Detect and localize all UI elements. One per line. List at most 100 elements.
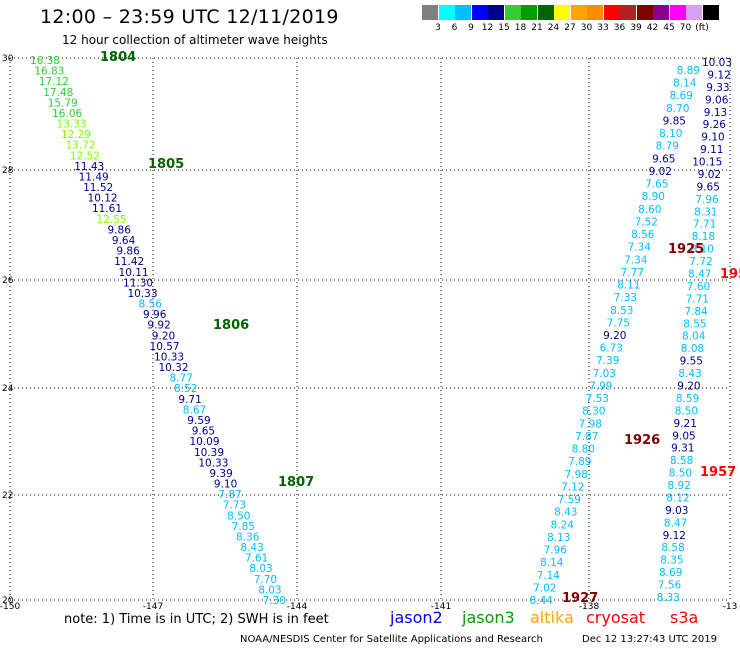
lon-tick-label: -13 — [723, 602, 738, 612]
swh-value: 8.47 — [688, 269, 711, 281]
axis-ticks: -150 -147 -144 -141 -138 -13 30 28 26 24 22 20 — [0, 54, 737, 612]
swh-value: 9.26 — [703, 119, 727, 131]
legend-swatch — [702, 5, 719, 20]
lat-tick-label: 20 — [2, 596, 14, 606]
legend-label: 36 — [613, 23, 626, 33]
swh-value: 8.33 — [657, 592, 680, 604]
pass-number: 1806 — [213, 318, 249, 333]
swh-value: 8.43 — [554, 507, 577, 519]
wave-height-labels: 16.3816.8317.1217.4815.7916.0613.3312.29… — [30, 55, 732, 607]
pass-number: 1804 — [100, 50, 136, 65]
lat-lon-grid — [9, 57, 731, 601]
swh-value: 8.04 — [682, 331, 706, 343]
swh-value: 8.50 — [669, 468, 692, 480]
swh-value: 9.96 — [143, 309, 167, 321]
swh-value: 7.87 — [575, 431, 598, 443]
swh-value: 9.65 — [697, 181, 720, 193]
swh-value: 10.03 — [702, 57, 732, 69]
swh-value: 10.32 — [158, 362, 188, 374]
swh-value: 8.35 — [660, 555, 683, 567]
swh-value: 12.29 — [61, 129, 91, 141]
swh-value: 7.87 — [218, 489, 241, 501]
swh-value: 9.12 — [707, 69, 730, 81]
swh-value: 7.71 — [686, 293, 709, 305]
swh-value: 9.55 — [680, 356, 703, 368]
swh-value: 9.20 — [603, 330, 626, 342]
satellite-name: cryosat — [586, 608, 646, 627]
swh-value: 7.30 — [263, 595, 286, 607]
lat-tick-label: 26 — [2, 276, 14, 286]
swh-value: 7.73 — [223, 500, 246, 512]
swh-value: 7.85 — [232, 521, 255, 533]
swh-value: 7.14 — [537, 570, 561, 582]
lon-tick-label: -147 — [143, 602, 163, 612]
swh-value: 7.96 — [695, 194, 719, 206]
swh-value: 7.75 — [607, 317, 630, 329]
swh-value: 7.03 — [593, 368, 616, 380]
swh-value: 7.98 — [565, 469, 588, 481]
legend-swatch — [686, 5, 702, 20]
swh-value: 7.65 — [645, 179, 668, 191]
swh-value: 9.10 — [214, 479, 237, 491]
swh-value: 7.56 — [658, 580, 682, 592]
legend-swatch — [488, 5, 504, 20]
swh-value: 17.48 — [43, 87, 73, 99]
legend-label: 39 — [630, 23, 642, 33]
swh-value: 10.33 — [198, 457, 228, 469]
swh-value: 10.39 — [194, 447, 224, 459]
swh-value: 9.21 — [674, 418, 697, 430]
swh-value: 9.20 — [677, 381, 700, 393]
lat-tick-label: 28 — [2, 166, 14, 176]
swh-value: 8.92 — [668, 480, 691, 492]
swh-value: 7.71 — [693, 219, 716, 231]
swh-value: 7.60 — [687, 281, 710, 293]
legend-swatch — [438, 5, 455, 20]
swh-value: 11.43 — [74, 161, 104, 173]
lon-tick-label: -138 — [579, 602, 600, 612]
swh-value: 8.03 — [249, 563, 272, 575]
swh-value: 8.47 — [664, 517, 687, 529]
swh-value: 9.86 — [116, 246, 140, 258]
swh-value: 9.02 — [698, 169, 721, 181]
legend-label: 3 — [435, 23, 441, 33]
generation-timestamp: Dec 12 13:27:43 UTC 2019 — [582, 634, 717, 645]
swh-value: 13.33 — [57, 119, 87, 131]
lon-tick-label: -150 — [0, 602, 20, 612]
legend-label: 9 — [468, 23, 474, 33]
swh-value: 8.36 — [236, 532, 260, 544]
legend-label: 30 — [580, 23, 593, 33]
swh-value: 7.61 — [245, 553, 268, 565]
swh-value: 9.13 — [704, 107, 727, 119]
swh-value: 8.89 — [677, 65, 700, 77]
swh-value: 8.13 — [547, 532, 570, 544]
lon-tick-label: -141 — [431, 602, 451, 612]
map-title: 12:00 – 23:59 UTC 12/11/2019 — [40, 6, 339, 28]
swh-value: 9.65 — [192, 426, 215, 438]
legend-label: 12 — [481, 23, 494, 33]
swh-value: 9.59 — [187, 415, 210, 427]
swh-value: 15.79 — [48, 97, 78, 109]
swh-value: 8.70 — [666, 103, 689, 115]
swh-value: 8.69 — [659, 567, 682, 579]
lat-tick-label: 30 — [2, 54, 14, 64]
credit-line: NOAA/NESDIS Center for Satellite Applica… — [240, 634, 543, 645]
legend-swatch — [620, 5, 636, 20]
legend-label: 33 — [597, 23, 609, 33]
swh-value: 8.79 — [656, 141, 679, 153]
swh-value: 7.53 — [586, 393, 609, 405]
legend-swatch — [455, 5, 471, 20]
swh-value: 7.39 — [596, 355, 619, 367]
swh-value: 8.56 — [631, 229, 655, 241]
swh-value: 8.50 — [675, 405, 698, 417]
swh-value: 9.10 — [701, 132, 724, 144]
legend-swatch — [471, 5, 488, 20]
swh-value: 9.39 — [209, 468, 232, 480]
legend-swatch — [603, 5, 620, 20]
swh-value: 17.12 — [39, 76, 69, 88]
swh-value: 7.89 — [568, 456, 591, 468]
swh-value: 8.77 — [170, 373, 193, 385]
swh-value: 13.72 — [65, 140, 95, 152]
satellite-name: altika — [530, 608, 574, 627]
swh-value: 7.34 — [624, 254, 648, 266]
